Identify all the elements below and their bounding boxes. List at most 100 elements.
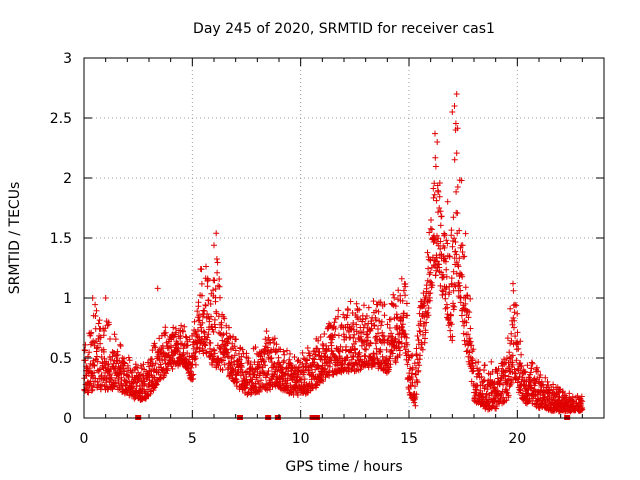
- data-point: [494, 370, 501, 377]
- data-point: [243, 373, 250, 380]
- data-point: [537, 372, 544, 378]
- data-point: [518, 362, 525, 369]
- data-point: [328, 348, 335, 355]
- data-point: [404, 312, 411, 319]
- data-point: [381, 312, 388, 319]
- data-point: [337, 343, 344, 350]
- data-point: [398, 275, 405, 282]
- data-point: [100, 348, 107, 355]
- data-point: [531, 392, 537, 399]
- data-point: [510, 287, 517, 294]
- data-point: [348, 347, 354, 354]
- data-point: [404, 341, 411, 348]
- data-point: [373, 351, 380, 357]
- data-point: [533, 364, 540, 371]
- data-point: [234, 378, 241, 385]
- data-point: [453, 150, 460, 157]
- data-point: [218, 319, 225, 326]
- data-point: [209, 361, 216, 368]
- data-point: [467, 325, 474, 332]
- data-point: [294, 392, 301, 398]
- data-point: [386, 364, 393, 371]
- data-point: [154, 285, 161, 292]
- data-point: [280, 348, 287, 355]
- data-point: [443, 266, 450, 273]
- data-point: [506, 368, 513, 375]
- data-point: [422, 335, 428, 342]
- data-point: [148, 356, 155, 363]
- data-point: [204, 334, 211, 341]
- axis-ticks: 0 0.5 1 1.5 2 2.5 3 0 5 10 15 20: [50, 51, 604, 447]
- data-point: [350, 320, 357, 326]
- data-point: [332, 325, 339, 332]
- data-point: [418, 341, 425, 348]
- data-point: [435, 209, 441, 216]
- data-point: [540, 381, 547, 388]
- data-point: [443, 284, 450, 291]
- data-point: [93, 307, 100, 314]
- data-point: [177, 332, 184, 339]
- data-point: [212, 286, 219, 292]
- data-point: [351, 331, 358, 338]
- data-point: [409, 379, 416, 386]
- y-tick-label: 0.5: [50, 351, 72, 367]
- data-point: [404, 361, 411, 368]
- data-point: [579, 406, 586, 413]
- data-point: [184, 350, 191, 357]
- data-point: [198, 280, 205, 287]
- data-point: [152, 344, 159, 351]
- data-point: [516, 373, 523, 380]
- data-point: [95, 344, 101, 351]
- data-point: [506, 383, 513, 390]
- data-point: [349, 323, 355, 330]
- data-point: [517, 360, 524, 367]
- data-point: [408, 353, 415, 360]
- data-point: [152, 360, 159, 367]
- data-point: [502, 386, 509, 393]
- data-point: [227, 334, 234, 341]
- data-point: [475, 370, 482, 377]
- data-point: [210, 328, 217, 335]
- data-point: [392, 359, 399, 366]
- y-tick-label: 1.5: [50, 231, 72, 247]
- data-point: [566, 390, 573, 397]
- data-point: [192, 355, 199, 362]
- data-point: [211, 242, 217, 249]
- data-point: [202, 342, 209, 348]
- data-point: [361, 302, 367, 309]
- data-point: [107, 336, 113, 342]
- data-point: [546, 389, 553, 396]
- data-point: [400, 328, 407, 334]
- data-point: [422, 329, 429, 336]
- data-point: [228, 355, 235, 362]
- data-point: [264, 344, 270, 351]
- data-point: [578, 397, 585, 404]
- data-point: [223, 330, 230, 337]
- data-point: [220, 341, 227, 348]
- data-point: [207, 301, 214, 307]
- data-point: [444, 198, 451, 205]
- data-point: [112, 336, 119, 343]
- data-point: [403, 334, 410, 341]
- data-point: [125, 354, 132, 361]
- data-point: [437, 245, 444, 252]
- data-point: [495, 365, 502, 372]
- data-point: [198, 266, 205, 273]
- data-point: [375, 308, 382, 315]
- data-point: [506, 349, 513, 356]
- data-point: [426, 229, 433, 236]
- data-point: [353, 300, 360, 307]
- data-point: [402, 292, 409, 299]
- data-point: [294, 358, 301, 365]
- data-point: [111, 366, 118, 372]
- data-point: [255, 387, 262, 394]
- data-point: [195, 299, 202, 306]
- data-point: [105, 321, 112, 328]
- data-point: [446, 289, 453, 296]
- data-point: [455, 263, 462, 270]
- data-point: [430, 262, 437, 268]
- data-point: [307, 352, 314, 359]
- data-point: [449, 238, 456, 244]
- data-point: [451, 303, 458, 310]
- data-point: [300, 355, 307, 362]
